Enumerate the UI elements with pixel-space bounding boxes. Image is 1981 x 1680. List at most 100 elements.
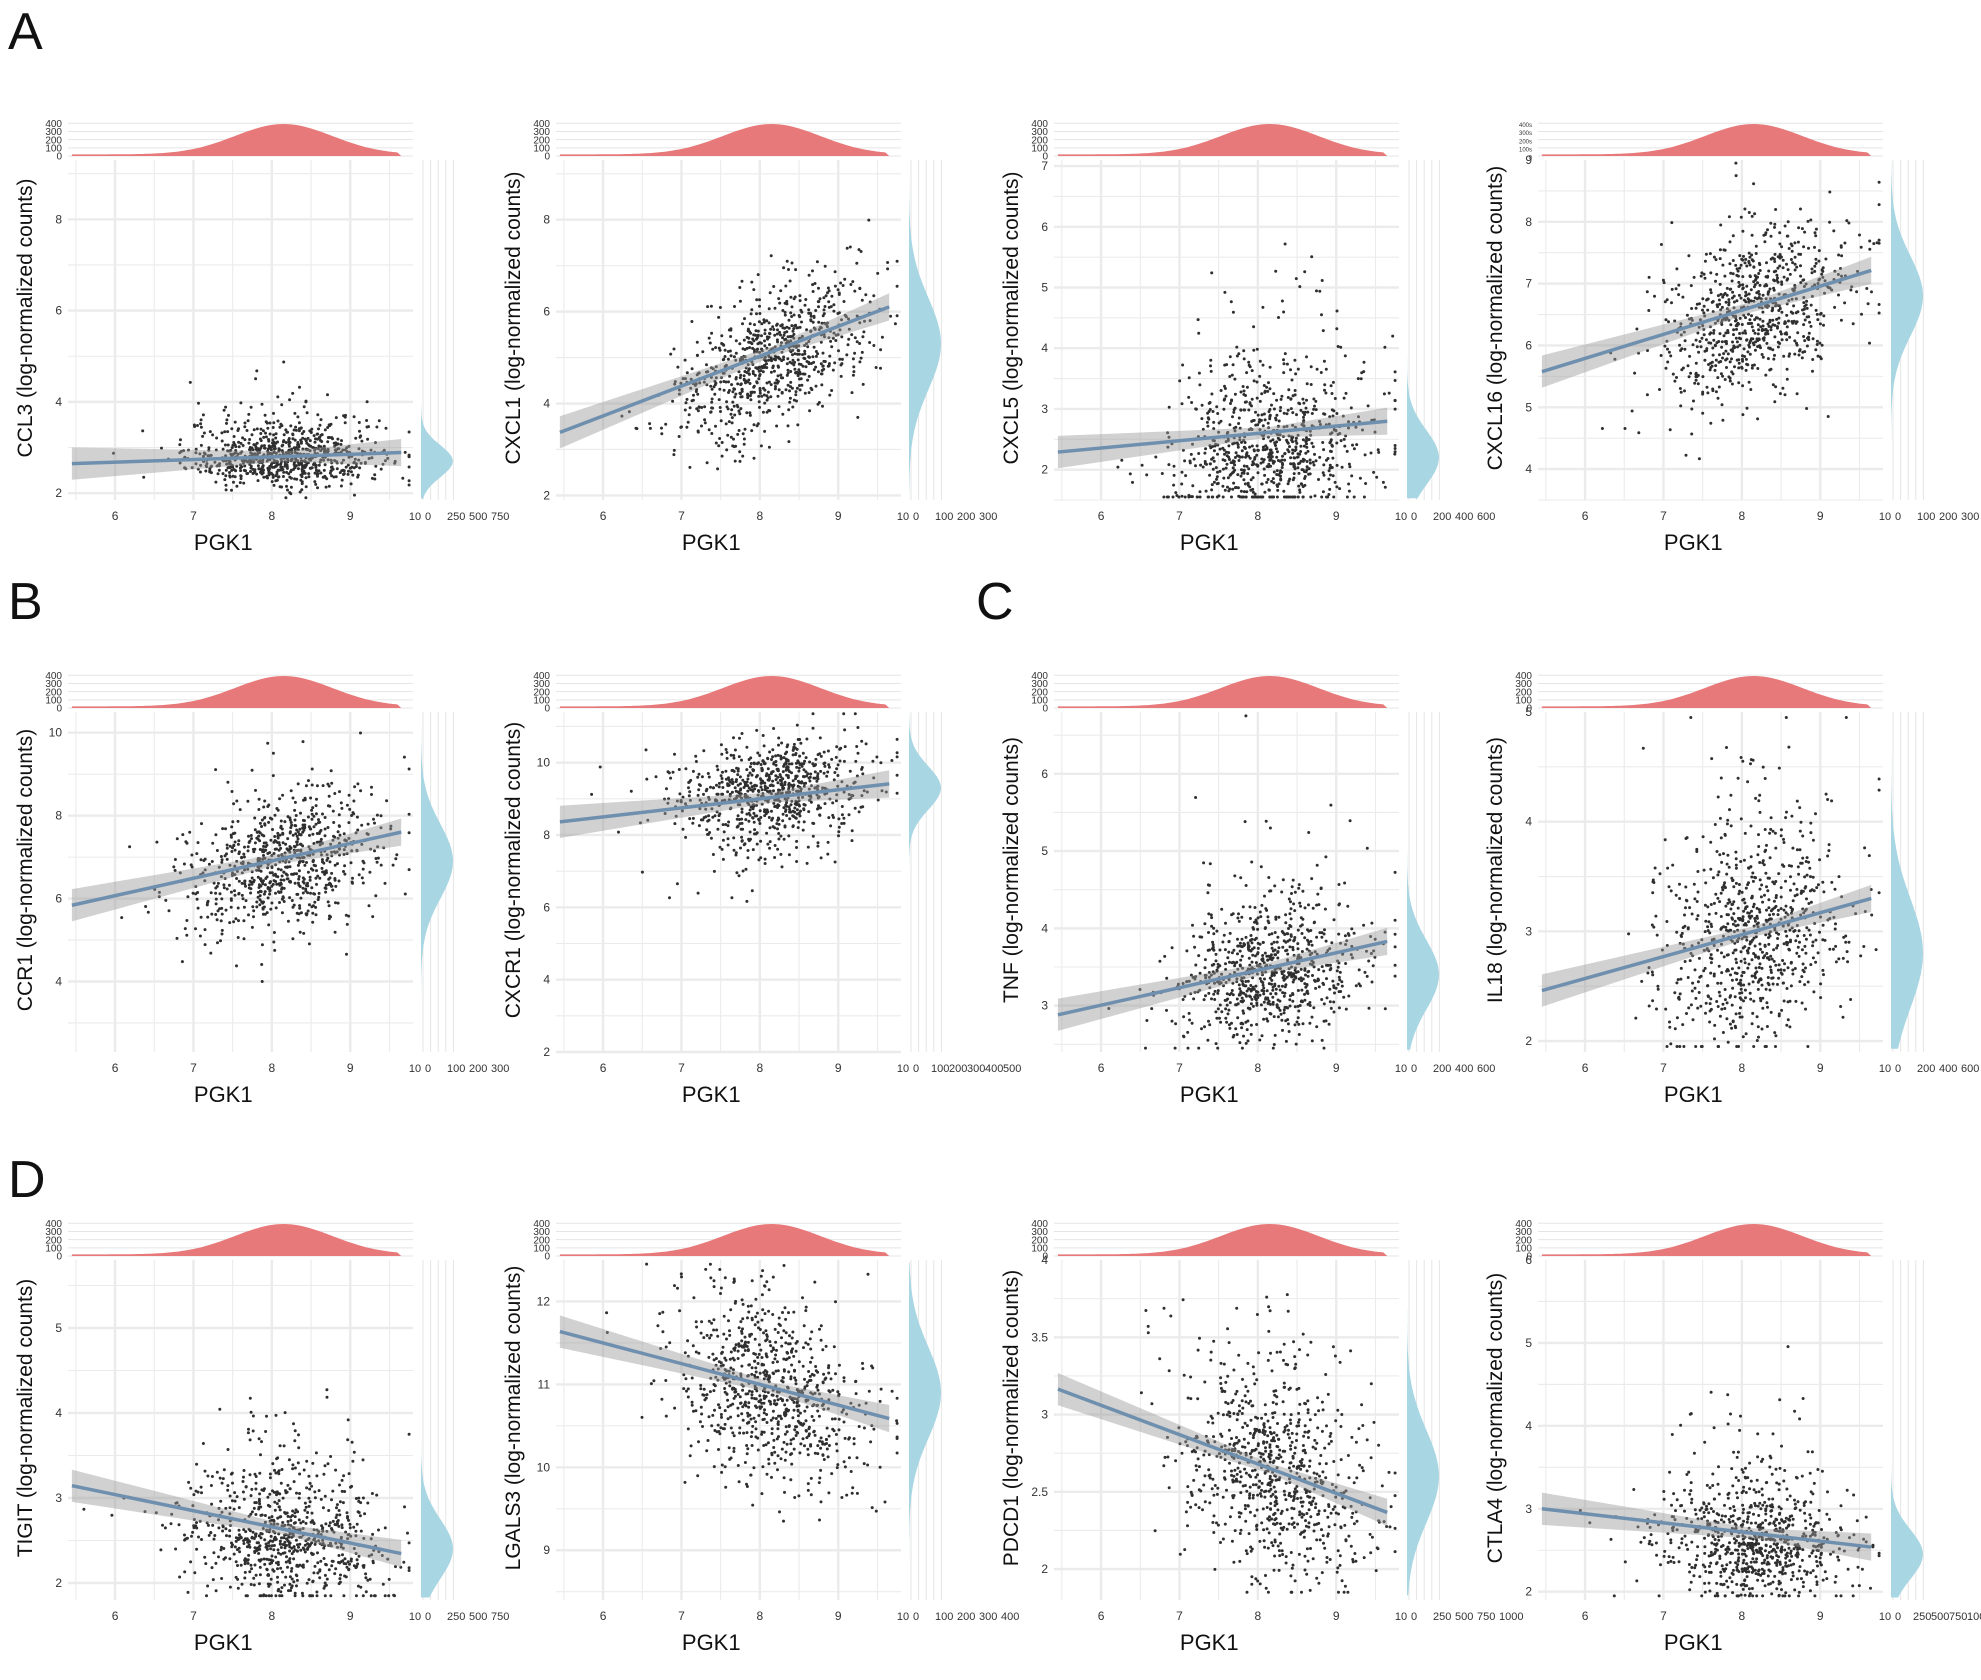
data-point — [1708, 332, 1712, 336]
data-point — [1750, 233, 1754, 237]
data-point — [764, 359, 768, 363]
data-point — [726, 843, 730, 847]
data-point — [832, 303, 836, 307]
data-point — [1321, 471, 1325, 475]
data-point — [315, 797, 318, 801]
data-point — [727, 820, 731, 824]
data-point — [826, 749, 830, 753]
data-point — [731, 768, 735, 772]
data-point — [1260, 392, 1264, 396]
data-point — [823, 264, 827, 268]
data-point — [213, 460, 217, 464]
data-point — [1796, 331, 1800, 335]
y-tick-label: 6 — [1041, 220, 1048, 234]
data-point — [1210, 495, 1214, 499]
x-axis-title: PGK1 — [194, 530, 253, 555]
data-point — [345, 922, 349, 926]
data-point — [1778, 231, 1782, 235]
data-point — [360, 876, 364, 880]
right-density-tick: 200 — [469, 1063, 487, 1075]
data-point — [239, 474, 243, 478]
data-point — [1244, 495, 1248, 499]
data-point — [1216, 481, 1220, 485]
data-point — [1679, 390, 1683, 394]
data-point — [1815, 312, 1819, 316]
data-point — [850, 391, 854, 395]
data-point — [1180, 402, 1184, 406]
data-point — [270, 884, 274, 888]
data-point — [816, 352, 820, 356]
data-point — [1712, 331, 1716, 335]
data-point — [1293, 389, 1297, 392]
data-point — [268, 816, 272, 820]
data-point — [1285, 412, 1289, 416]
data-point — [831, 801, 835, 805]
data-point — [286, 815, 290, 819]
data-point — [776, 847, 780, 851]
data-point — [342, 832, 346, 836]
data-point — [1348, 465, 1352, 469]
data-point — [1757, 296, 1761, 299]
data-point — [1801, 350, 1805, 354]
data-point — [310, 817, 314, 821]
x-tick-label: 8 — [269, 1061, 276, 1075]
data-point — [1252, 325, 1256, 329]
data-point — [1335, 485, 1339, 489]
data-point — [1204, 462, 1208, 465]
data-point — [1741, 354, 1744, 358]
data-point — [1237, 454, 1241, 458]
data-point — [309, 827, 313, 831]
data-point — [790, 324, 794, 328]
data-point — [770, 770, 774, 774]
data-point — [719, 410, 722, 413]
data-point — [1774, 385, 1778, 389]
data-point — [1719, 223, 1723, 227]
data-point — [1708, 252, 1712, 256]
data-point — [1723, 248, 1727, 252]
data-point — [864, 293, 868, 297]
data-point — [1797, 252, 1801, 256]
data-point — [1305, 355, 1308, 359]
data-point — [259, 432, 263, 435]
data-point — [289, 468, 293, 472]
data-point — [727, 380, 730, 384]
data-point — [1209, 358, 1213, 362]
data-point — [1809, 303, 1813, 307]
data-point — [700, 775, 704, 779]
data-point — [724, 422, 728, 426]
data-point — [1345, 495, 1349, 499]
data-point — [263, 823, 267, 827]
data-point — [347, 793, 351, 797]
data-point — [251, 905, 255, 909]
data-point — [377, 419, 381, 423]
data-point — [178, 443, 182, 447]
data-point — [1282, 489, 1286, 493]
data-point — [188, 380, 192, 384]
data-point — [785, 325, 789, 329]
data-point — [774, 358, 777, 362]
data-point — [779, 756, 783, 760]
data-point — [239, 463, 242, 467]
data-point — [199, 443, 203, 447]
data-point — [807, 273, 811, 277]
data-point — [749, 756, 753, 760]
data-point — [210, 464, 213, 468]
data-point — [760, 322, 764, 326]
data-point — [673, 752, 676, 756]
data-point — [232, 441, 236, 444]
data-point — [690, 399, 694, 403]
data-point — [816, 841, 820, 845]
data-point — [373, 473, 377, 477]
y-axis-title: CCL3 (log-normalized counts) — [14, 179, 37, 458]
data-point — [781, 336, 784, 340]
data-point — [1226, 485, 1229, 489]
data-point — [689, 778, 693, 782]
x-tick-label: 7 — [1660, 509, 1667, 523]
data-point — [316, 447, 320, 451]
right-density-tick: 10 — [409, 511, 421, 523]
data-point — [391, 863, 395, 867]
data-point — [729, 354, 733, 358]
data-point — [1810, 271, 1814, 275]
data-point — [352, 461, 356, 465]
data-point — [196, 841, 200, 845]
